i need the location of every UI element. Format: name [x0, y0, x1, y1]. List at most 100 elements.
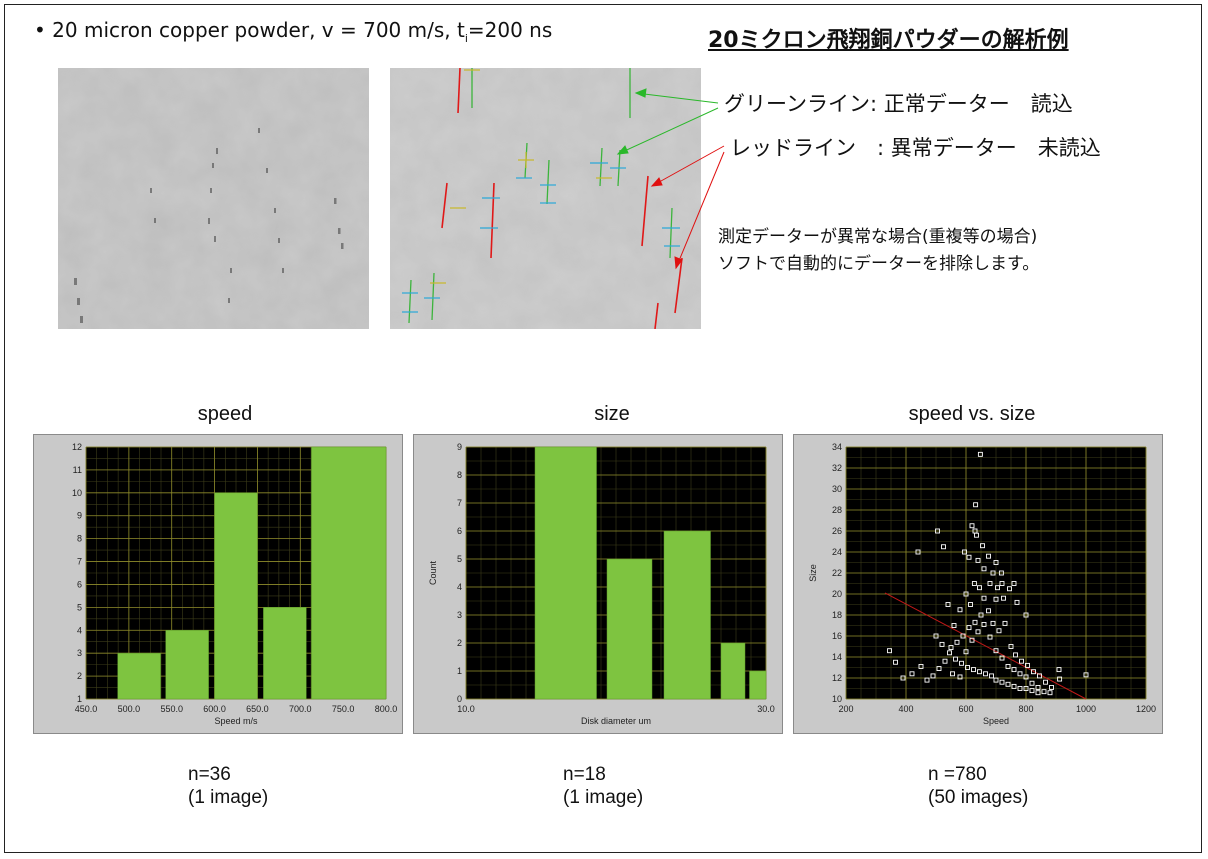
histogram-bar — [117, 652, 161, 700]
scatter-point — [993, 648, 999, 654]
y-tick-label: 20 — [832, 589, 842, 599]
note-line-1: 測定データーが異常な場合(重複等の場合) — [718, 227, 1038, 247]
experiment-bullet: • 20 micron copper powder, v = 700 m/s, … — [34, 18, 553, 45]
scatter-point — [999, 655, 1005, 661]
scatter-point — [969, 523, 975, 529]
scatter-point — [941, 544, 946, 550]
scatter-point — [1005, 681, 1011, 687]
x-tick-label: 400 — [898, 704, 913, 714]
scatter-point — [959, 660, 964, 666]
x-tick-label: 600.0 — [203, 704, 226, 714]
scatter-point — [954, 639, 960, 645]
x-tick-label: 800 — [1018, 704, 1033, 714]
histogram-bar — [311, 446, 387, 700]
y-tick-label: 12 — [832, 673, 842, 683]
scatter-point — [1023, 674, 1029, 680]
y-tick-label: 7 — [457, 498, 462, 508]
histogram-bar — [214, 492, 258, 700]
scatter-point — [1025, 662, 1030, 668]
scatter-point — [978, 612, 984, 618]
x-tick-label: 1000 — [1076, 704, 1096, 714]
y-axis-label: Size — [808, 564, 818, 582]
scatter-point — [936, 666, 942, 672]
scatter-point — [972, 619, 978, 625]
scatter-point — [975, 557, 981, 563]
y-tick-label: 1 — [457, 666, 462, 676]
y-tick-label: 4 — [457, 582, 462, 592]
scatter-point — [1029, 688, 1035, 694]
y-tick-label: 5 — [457, 554, 462, 564]
scatter-point — [980, 543, 985, 549]
y-tick-label: 11 — [73, 465, 82, 475]
scatter-point — [995, 585, 1000, 591]
scatter-point — [1047, 690, 1053, 696]
green-line-legend: グリーンライン: 正常データー 読込 — [724, 92, 1073, 116]
scatter-point — [971, 581, 977, 586]
scatter-point — [948, 645, 954, 651]
scatter-point — [935, 528, 940, 534]
scatter-point — [1002, 620, 1008, 626]
y-tick-label: 10 — [72, 488, 82, 498]
speed-histogram: 450.0 500.0 550.0 600.0 650.0 700.0 750.0 800.0… — [72, 442, 397, 726]
size-histogram-panel: 10.0 30.0 0 1 2 3 4 5 6 7 8 9 Disk diameter um Count — [413, 434, 783, 734]
x-tick-label: 450.0 — [75, 704, 98, 714]
scatter-point — [930, 673, 936, 679]
x-tick-label: 600 — [958, 704, 973, 714]
histogram-bar — [165, 630, 209, 700]
scatter-point — [1035, 690, 1041, 696]
y-tick-label: 8 — [77, 534, 82, 544]
scatter-point — [1017, 671, 1023, 677]
scatter-point — [900, 675, 906, 681]
y-tick-label: 10 — [832, 694, 842, 704]
scatter-point — [1001, 595, 1006, 601]
scatter-point — [996, 628, 1002, 634]
scatter-point — [953, 656, 958, 662]
x-tick-label: 10.0 — [457, 704, 475, 714]
scatter-point — [998, 570, 1004, 576]
chart-title-speed: speed — [197, 403, 253, 425]
scatter-point — [942, 658, 948, 664]
scatter-point — [939, 641, 945, 647]
x-tick-label: 1200 — [1136, 704, 1156, 714]
y-tick-label: 9 — [77, 511, 82, 521]
histogram-bar — [720, 642, 746, 700]
scatter-point — [924, 677, 930, 683]
x-tick-label: 500.0 — [118, 704, 141, 714]
speed-count-note: n=36 (1 image) — [188, 764, 269, 808]
scatter-point — [968, 602, 973, 607]
scatter-point — [960, 633, 966, 639]
y-tick-label: 16 — [832, 631, 842, 641]
y-tick-label: 6 — [457, 526, 462, 536]
scatter-point — [1049, 684, 1054, 690]
scatter-point — [957, 674, 963, 680]
histogram-bar — [749, 670, 767, 700]
gridlines — [845, 446, 1147, 700]
scatter-point — [977, 669, 982, 675]
y-tick-label: 3 — [77, 648, 82, 658]
red-line-legend: レッドライン : 異常データー 未読込 — [730, 136, 1101, 160]
scatter-point — [993, 596, 999, 602]
y-tick-label: 32 — [832, 463, 842, 473]
scatter-point — [951, 623, 957, 628]
y-tick-label: 0 — [457, 694, 462, 704]
chart-title-speed-vs-size: speed vs. size — [908, 403, 1036, 425]
scatter-point — [1005, 663, 1011, 669]
y-tick-label: 1 — [77, 694, 82, 704]
x-tick-label: 750.0 — [332, 704, 355, 714]
scatter-point — [962, 549, 967, 555]
scatter-point — [918, 663, 924, 669]
scatter-point — [993, 677, 999, 683]
scatter-point — [1083, 672, 1089, 678]
scatter-point — [1019, 658, 1024, 664]
x-axis-label: Disk diameter um — [581, 716, 651, 726]
scatter-point — [1023, 686, 1029, 691]
y-tick-label: 3 — [457, 610, 462, 620]
x-tick-label: 550.0 — [160, 704, 183, 714]
scatter-point — [1011, 581, 1017, 586]
speed-size-scatter: 200 400 600 800 1000 1200 10 12 14 16 18 20 22 24 26 28… — [808, 442, 1156, 726]
scatter-point — [1057, 676, 1063, 682]
scatter-count-note: n =780 (50 images) — [928, 764, 1029, 808]
scatter-point — [965, 665, 970, 670]
speed-histogram-panel: 450.0 500.0 550.0 600.0 650.0 700.0 750.0 800.0… — [33, 434, 403, 734]
